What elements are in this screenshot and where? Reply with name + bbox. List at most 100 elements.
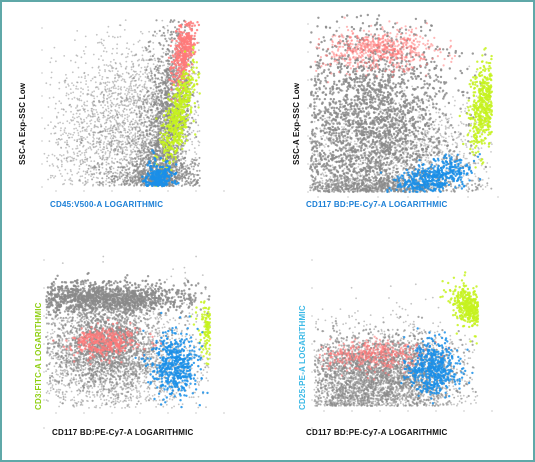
data-point bbox=[79, 153, 82, 156]
data-point bbox=[76, 147, 79, 150]
data-point bbox=[179, 128, 182, 131]
data-point bbox=[99, 157, 102, 160]
data-point bbox=[114, 158, 117, 160]
data-point bbox=[60, 154, 63, 157]
data-point bbox=[116, 160, 119, 163]
data-point bbox=[148, 160, 151, 163]
data-point bbox=[120, 158, 123, 160]
data-point bbox=[163, 93, 166, 96]
data-point bbox=[179, 102, 182, 105]
data-point bbox=[189, 78, 192, 81]
data-point bbox=[127, 91, 130, 93]
data-point bbox=[125, 135, 127, 137]
data-point bbox=[149, 144, 152, 147]
data-point bbox=[152, 48, 155, 50]
data-point bbox=[192, 118, 195, 121]
data-point bbox=[128, 88, 130, 90]
data-point bbox=[65, 77, 68, 79]
data-point bbox=[56, 138, 58, 141]
data-point bbox=[86, 122, 88, 125]
data-point bbox=[169, 20, 172, 24]
data-point bbox=[174, 150, 177, 153]
data-point bbox=[184, 159, 187, 162]
data-point bbox=[107, 176, 110, 179]
data-point bbox=[144, 80, 147, 83]
data-point bbox=[153, 67, 156, 70]
data-point bbox=[149, 109, 153, 112]
data-point bbox=[108, 81, 111, 84]
data-point bbox=[181, 121, 185, 124]
data-point bbox=[134, 136, 137, 138]
data-point bbox=[168, 136, 172, 139]
data-point bbox=[109, 150, 111, 153]
data-point bbox=[104, 70, 106, 73]
data-point bbox=[150, 70, 153, 73]
data-point bbox=[195, 159, 198, 162]
data-point bbox=[124, 117, 126, 120]
data-point bbox=[110, 170, 113, 173]
data-point bbox=[61, 163, 63, 166]
data-point bbox=[79, 150, 81, 153]
data-point bbox=[179, 65, 182, 69]
data-point bbox=[147, 170, 150, 172]
data-point bbox=[102, 106, 104, 109]
data-point bbox=[196, 181, 199, 184]
data-point bbox=[103, 141, 106, 144]
data-point bbox=[82, 182, 84, 184]
data-point bbox=[104, 152, 107, 155]
data-point bbox=[164, 181, 167, 184]
data-point bbox=[105, 109, 108, 112]
data-point bbox=[117, 88, 120, 91]
data-point bbox=[151, 134, 154, 136]
data-point bbox=[140, 59, 143, 62]
data-point bbox=[102, 44, 105, 47]
data-point bbox=[121, 159, 124, 162]
data-point bbox=[175, 148, 179, 151]
data-point bbox=[92, 113, 94, 116]
data-point bbox=[183, 69, 186, 73]
data-point bbox=[104, 116, 106, 118]
data-point bbox=[121, 169, 124, 172]
data-point bbox=[123, 171, 126, 174]
data-point bbox=[136, 132, 139, 135]
data-point bbox=[77, 66, 80, 69]
data-point bbox=[71, 116, 74, 119]
data-point bbox=[114, 61, 117, 64]
data-point bbox=[160, 96, 163, 99]
data-point bbox=[170, 180, 174, 184]
data-point bbox=[181, 155, 184, 158]
data-point bbox=[139, 90, 141, 93]
data-point bbox=[171, 117, 175, 121]
data-point bbox=[131, 74, 134, 76]
data-point bbox=[149, 50, 152, 53]
data-point bbox=[90, 148, 93, 151]
data-point bbox=[183, 162, 186, 165]
data-point bbox=[195, 28, 199, 32]
data-point bbox=[159, 81, 162, 85]
data-point bbox=[131, 136, 133, 138]
data-point bbox=[156, 142, 159, 145]
data-point bbox=[134, 74, 137, 76]
data-point bbox=[194, 32, 197, 35]
data-point bbox=[116, 79, 119, 82]
data-point bbox=[76, 152, 79, 155]
data-point bbox=[136, 160, 138, 163]
data-point bbox=[162, 26, 165, 29]
data-point bbox=[133, 109, 136, 112]
data-point bbox=[86, 141, 89, 143]
scatter-plot-1 bbox=[41, 19, 225, 192]
data-point bbox=[162, 123, 165, 126]
data-point bbox=[134, 177, 137, 180]
data-point bbox=[103, 127, 106, 130]
data-point bbox=[172, 135, 176, 138]
data-point bbox=[113, 85, 116, 87]
data-point bbox=[196, 41, 199, 45]
data-point bbox=[151, 95, 154, 98]
data-point bbox=[167, 116, 171, 119]
data-point bbox=[161, 64, 164, 67]
data-point bbox=[92, 136, 95, 139]
data-point bbox=[166, 29, 170, 32]
data-point bbox=[98, 72, 100, 74]
data-point bbox=[177, 115, 180, 119]
data-point bbox=[126, 55, 129, 58]
